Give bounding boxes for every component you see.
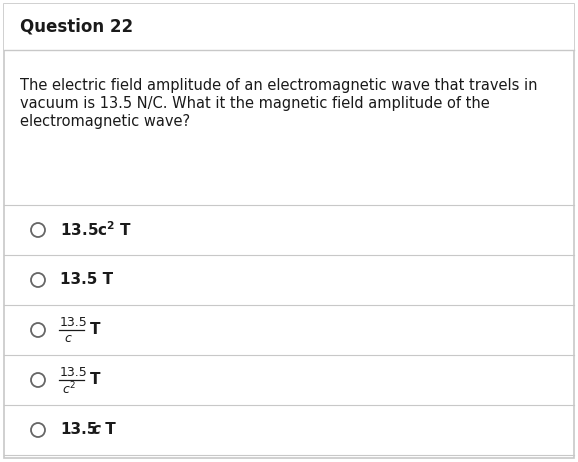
Text: T: T — [90, 372, 101, 388]
Text: 13.5: 13.5 — [60, 316, 88, 329]
Text: The electric field amplitude of an electromagnetic wave that travels in: The electric field amplitude of an elect… — [20, 78, 538, 93]
Text: vacuum is 13.5 N/C. What it the magnetic field amplitude of the: vacuum is 13.5 N/C. What it the magnetic… — [20, 96, 490, 111]
Text: T: T — [100, 423, 116, 438]
Text: Question 22: Question 22 — [20, 18, 133, 36]
Text: $\mathbf{13.5c^2}$ $\mathbf{T}$: $\mathbf{13.5c^2}$ $\mathbf{T}$ — [60, 221, 132, 239]
Text: 13.5 T: 13.5 T — [60, 273, 113, 287]
Bar — [4, 4, 574, 50]
Text: c: c — [64, 333, 71, 346]
Text: $c^2$: $c^2$ — [62, 381, 76, 397]
Text: 13.5: 13.5 — [60, 423, 97, 438]
Text: T: T — [90, 322, 101, 338]
Text: c: c — [91, 423, 100, 438]
Text: electromagnetic wave?: electromagnetic wave? — [20, 114, 190, 129]
Text: 13.5: 13.5 — [60, 366, 88, 379]
